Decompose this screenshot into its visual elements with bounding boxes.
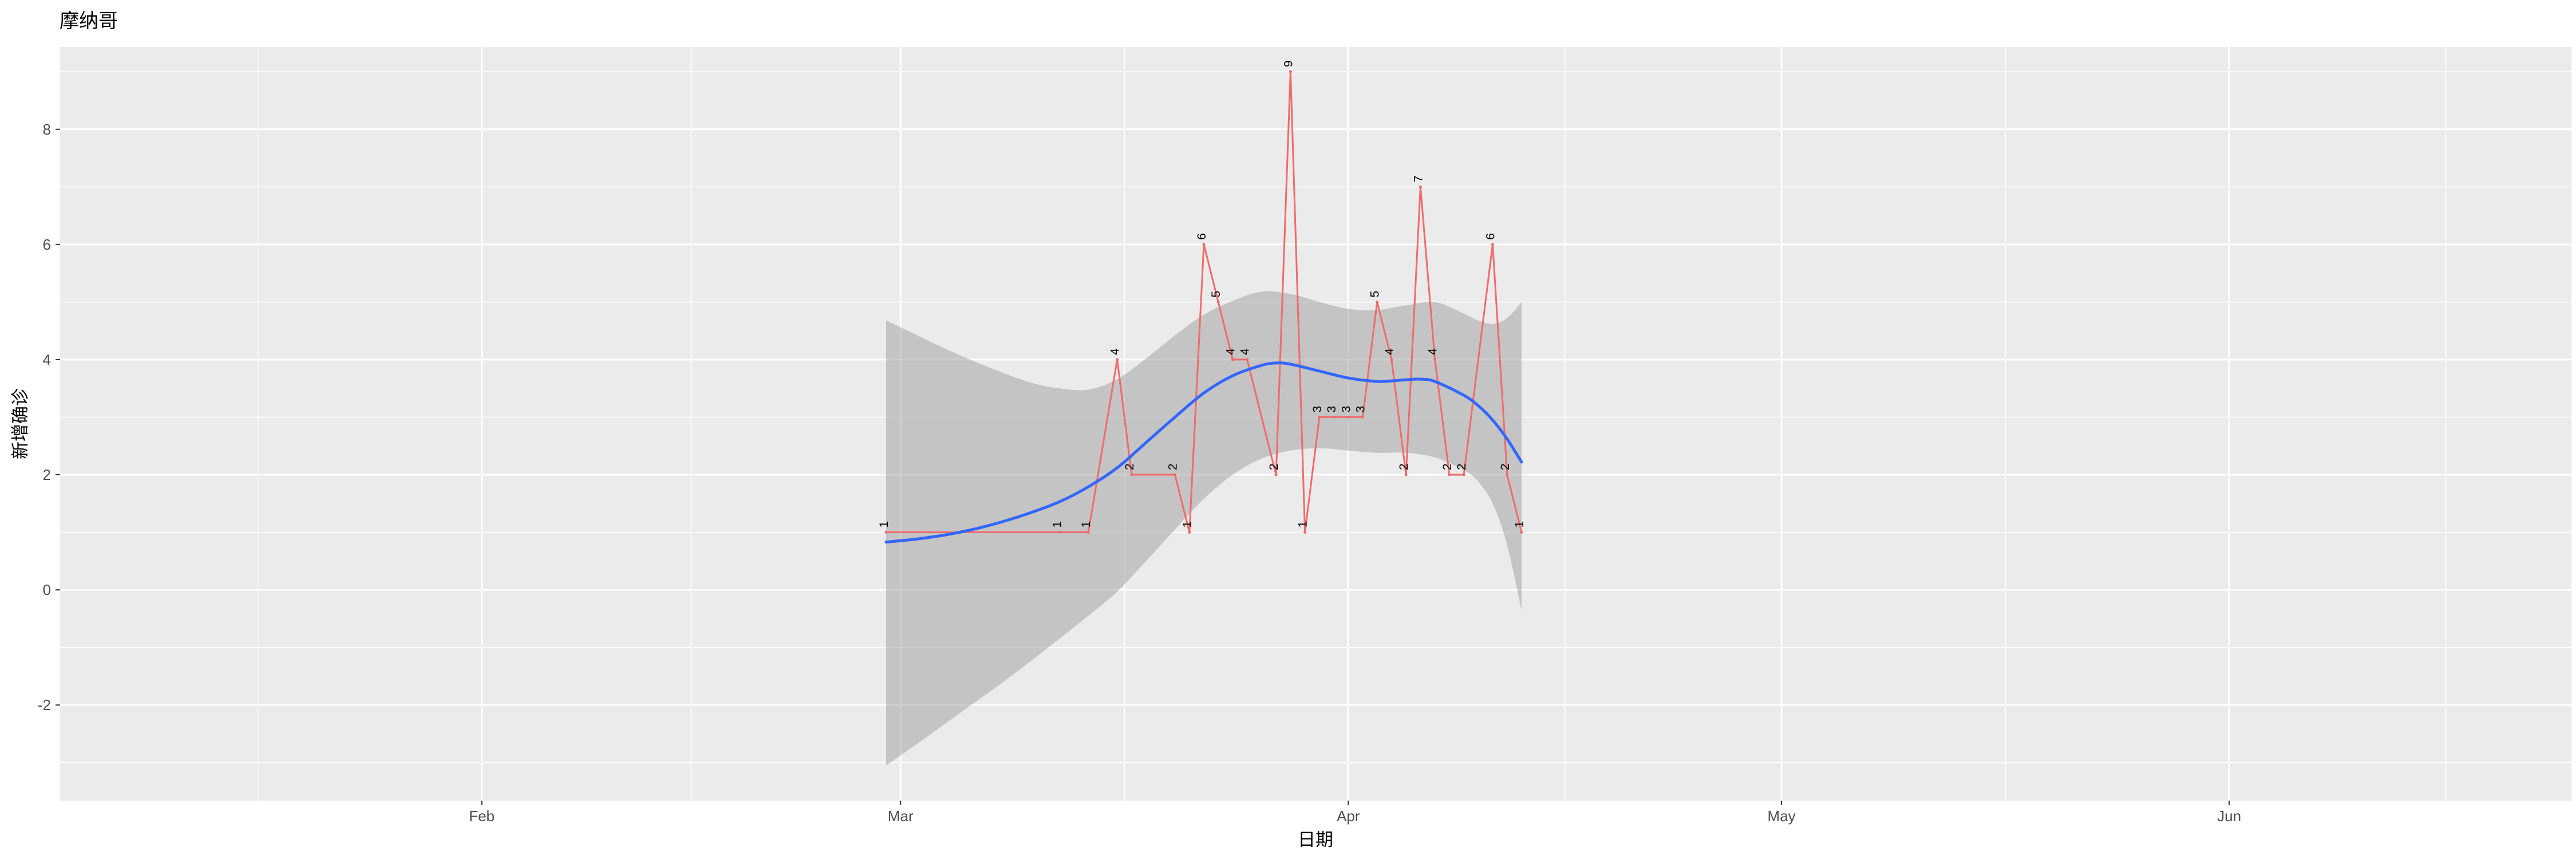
data-point xyxy=(1404,473,1408,476)
y-axis-title: 新增确诊 xyxy=(10,388,30,459)
point-label: 3 xyxy=(1340,406,1353,413)
data-point xyxy=(1246,358,1249,361)
point-label: 2 xyxy=(1167,463,1180,470)
data-point xyxy=(1448,473,1451,476)
point-label: 3 xyxy=(1354,406,1368,413)
point-label: 2 xyxy=(1397,463,1411,470)
data-point xyxy=(1419,185,1422,188)
data-point xyxy=(1433,358,1437,361)
data-point xyxy=(1202,243,1206,246)
point-label: 2 xyxy=(1123,463,1136,470)
data-point xyxy=(1520,531,1523,534)
y-tick-label: 8 xyxy=(43,121,51,138)
point-label: 7 xyxy=(1412,176,1425,183)
data-point xyxy=(1376,300,1379,304)
point-label: 4 xyxy=(1239,348,1252,355)
data-point xyxy=(1188,531,1191,534)
data-point xyxy=(1346,415,1350,419)
point-label: 4 xyxy=(1383,348,1396,355)
point-label: 5 xyxy=(1210,291,1223,298)
x-tick-label: Apr xyxy=(1337,807,1360,825)
point-label: 2 xyxy=(1441,463,1454,470)
data-point xyxy=(1231,358,1234,361)
point-label: 9 xyxy=(1282,61,1295,68)
x-tick-label: Mar xyxy=(888,807,914,825)
data-point xyxy=(1491,243,1494,246)
y-tick-label: 4 xyxy=(43,351,51,368)
data-point xyxy=(1332,415,1336,419)
confidence-band xyxy=(886,291,1522,766)
y-tick-label: 0 xyxy=(43,581,51,598)
x-tick-label: Feb xyxy=(469,807,495,825)
point-label: 1 xyxy=(1051,521,1064,528)
data-point xyxy=(1058,531,1061,534)
data-point xyxy=(1130,473,1133,476)
point-label: 5 xyxy=(1369,291,1382,298)
point-label: 4 xyxy=(1109,348,1122,355)
data-point xyxy=(1462,473,1465,476)
data-point xyxy=(1216,300,1220,304)
point-label: 4 xyxy=(1427,348,1440,355)
chart-title: 摩纳哥 xyxy=(60,10,118,32)
point-label: 3 xyxy=(1311,406,1324,413)
data-point xyxy=(1506,473,1509,476)
y-tick-label: -2 xyxy=(38,696,51,714)
point-label: 6 xyxy=(1484,233,1498,240)
smooth-line xyxy=(884,361,1523,544)
point-label: 2 xyxy=(1455,463,1468,470)
data-point xyxy=(1086,531,1090,534)
x-axis-title: 日期 xyxy=(1298,830,1333,850)
point-label: 3 xyxy=(1325,406,1338,413)
x-tick-label: May xyxy=(1768,807,1796,825)
point-label: 1 xyxy=(1513,521,1526,528)
point-label: 1 xyxy=(1297,521,1310,528)
point-label: 1 xyxy=(1181,521,1194,528)
data-point xyxy=(1303,531,1307,534)
band-layer xyxy=(886,291,1522,766)
point-label: 1 xyxy=(1080,521,1093,528)
data-point xyxy=(1318,415,1321,419)
data-point xyxy=(1116,358,1119,361)
point-label: 2 xyxy=(1499,463,1512,470)
data-point xyxy=(1174,473,1176,476)
y-tick-label: 6 xyxy=(43,236,51,253)
axis-layer: Feb Mar Apr May Jun -2 0 2 4 6 8 xyxy=(38,121,2241,825)
data-point xyxy=(1289,70,1292,73)
x-tick-label: Jun xyxy=(2217,807,2241,825)
data-point xyxy=(884,531,888,534)
data-point xyxy=(1361,415,1364,419)
data-point xyxy=(1390,358,1393,361)
y-tick-label: 2 xyxy=(43,466,51,483)
point-label: 6 xyxy=(1195,233,1208,240)
point-label: 2 xyxy=(1267,463,1281,470)
point-label: 1 xyxy=(878,521,891,528)
data-point xyxy=(1274,473,1278,476)
observed-line xyxy=(886,70,1523,533)
point-label: 4 xyxy=(1224,348,1237,355)
